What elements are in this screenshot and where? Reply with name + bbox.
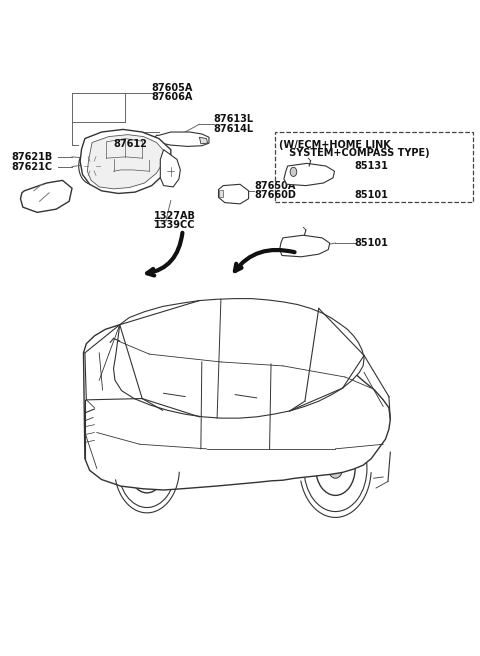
Text: 85101: 85101 <box>355 190 388 200</box>
Text: 87614L: 87614L <box>214 124 254 134</box>
Circle shape <box>119 430 176 508</box>
Text: 87621B: 87621B <box>11 152 52 162</box>
Polygon shape <box>21 180 72 213</box>
Circle shape <box>129 444 165 493</box>
Polygon shape <box>218 184 249 204</box>
Polygon shape <box>280 236 330 256</box>
Text: 1339CC: 1339CC <box>154 220 196 230</box>
Text: 87606A: 87606A <box>152 92 193 102</box>
Polygon shape <box>199 137 207 144</box>
Text: 87605A: 87605A <box>152 83 193 92</box>
Polygon shape <box>284 163 335 186</box>
Circle shape <box>88 161 96 171</box>
Text: 85101: 85101 <box>355 238 388 248</box>
Circle shape <box>316 441 355 495</box>
Text: 87650A: 87650A <box>254 180 296 191</box>
Circle shape <box>290 167 297 176</box>
Circle shape <box>328 459 343 478</box>
Polygon shape <box>84 318 390 490</box>
Circle shape <box>84 154 101 178</box>
Text: SYSTEM+COMPASS TYPE): SYSTEM+COMPASS TYPE) <box>279 148 430 158</box>
Text: 87621C: 87621C <box>11 161 52 172</box>
Polygon shape <box>154 132 209 146</box>
Circle shape <box>79 148 106 184</box>
Text: 87612: 87612 <box>114 139 147 149</box>
Bar <box>275 132 473 202</box>
Text: 1327AB: 1327AB <box>154 211 196 220</box>
Polygon shape <box>114 298 364 418</box>
Text: 87660D: 87660D <box>254 190 296 200</box>
Polygon shape <box>87 134 165 189</box>
Polygon shape <box>160 150 180 187</box>
Text: 87613L: 87613L <box>214 114 254 124</box>
Polygon shape <box>80 129 171 194</box>
Circle shape <box>167 165 175 177</box>
Text: (W/ECM+HOME LINK: (W/ECM+HOME LINK <box>279 140 391 150</box>
Circle shape <box>141 460 154 478</box>
Circle shape <box>304 425 367 512</box>
Circle shape <box>113 359 124 375</box>
Circle shape <box>285 239 292 248</box>
Polygon shape <box>218 190 223 197</box>
Text: 85131: 85131 <box>355 161 388 171</box>
